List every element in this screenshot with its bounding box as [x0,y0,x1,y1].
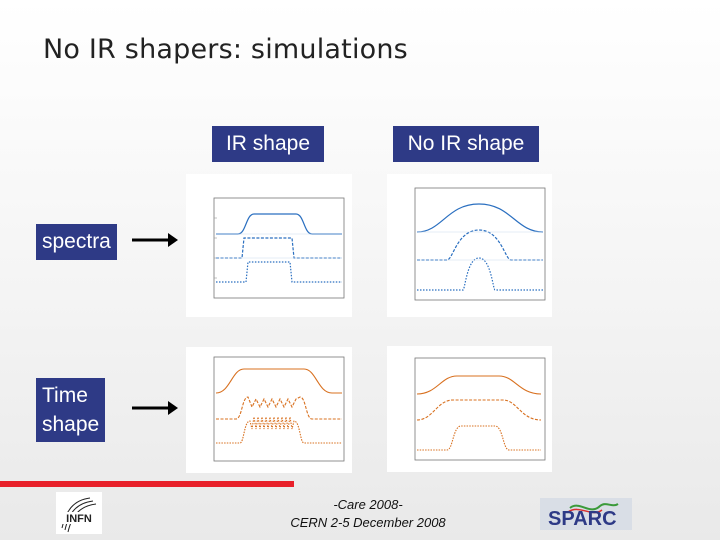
footer: -Care 2008- CERN 2-5 December 2008 [268,496,468,532]
time-no-ir-shape-plot [387,346,552,472]
time-ir-shape-plot [186,347,352,473]
arrow-right-icon [132,233,178,247]
spectra-no-ir-shape-plot [387,174,552,317]
slide-title: No IR shapers: simulations [43,34,408,65]
infn-logo-text: INFN [66,513,92,525]
sparc-logo: SPARC [540,498,632,530]
infn-logo: INFN [56,492,102,534]
arrow-right-icon [132,401,178,415]
footer-line-1: -Care 2008- [333,497,403,512]
row-label-spectra: spectra [36,224,117,260]
sparc-logo-text: SPARC [548,508,617,530]
column-header-ir-shape: IR shape [212,126,324,162]
spectra-ir-shape-plot [186,174,352,317]
column-header-no-ir-shape: No IR shape [393,126,539,162]
row-label-time-shape: Time shape [36,378,106,442]
footer-line-2: CERN 2-5 December 2008 [290,515,446,530]
accent-bar [0,481,294,487]
